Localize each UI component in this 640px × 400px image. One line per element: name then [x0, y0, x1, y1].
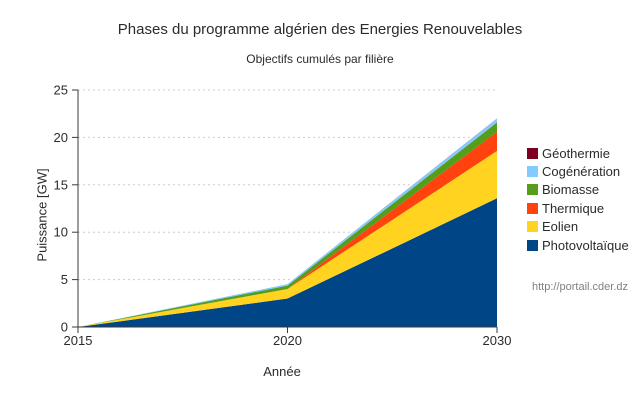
- y-tick-label: 0: [61, 320, 68, 335]
- area-series-Photovoltaïque: [78, 198, 497, 327]
- legend-item: Cogénération: [527, 162, 629, 180]
- legend-label: Thermique: [542, 200, 605, 216]
- legend-item: Eolien: [527, 218, 629, 236]
- x-tick-label: 2030: [483, 333, 512, 348]
- y-tick-label: 15: [54, 177, 68, 192]
- y-tick-label: 5: [61, 272, 68, 287]
- y-tick-label: 20: [54, 130, 68, 145]
- legend-label: Biomasse: [542, 182, 600, 198]
- legend-swatch-icon: [527, 221, 538, 233]
- legend: Géothermie Cogénération Biomasse Thermique E…: [527, 144, 629, 254]
- y-tick-label: 10: [54, 225, 68, 240]
- legend-label: Photovoltaïque: [542, 237, 629, 253]
- chart-title: Phases du programme algérien des Energie…: [117, 21, 523, 38]
- area-series-Cogénération: [78, 118, 497, 327]
- legend-item: Biomasse: [527, 181, 629, 199]
- legend-label: Cogénération: [542, 164, 621, 180]
- legend-label: Eolien: [542, 219, 579, 235]
- x-tick-label: 2020: [273, 333, 302, 348]
- legend-item: Thermique: [527, 199, 629, 217]
- legend-item: Photovoltaïque: [527, 236, 629, 254]
- area-series-Biomasse: [78, 122, 497, 327]
- area-series-Eolien: [78, 150, 497, 327]
- legend-swatch-icon: [527, 239, 538, 251]
- legend-item: Géothermie: [527, 144, 629, 162]
- chart-subtitle: Objectifs cumulés par filière: [246, 52, 394, 66]
- source-url: http://portail.cder.dz: [532, 281, 628, 293]
- x-axis-title: Année: [263, 364, 301, 379]
- legend-swatch-icon: [527, 184, 538, 196]
- legend-label: Géothermie: [542, 145, 610, 161]
- legend-swatch-icon: [527, 166, 538, 178]
- x-tick-label: 2015: [64, 333, 93, 348]
- legend-swatch-icon: [527, 202, 538, 214]
- legend-swatch-icon: [527, 147, 538, 159]
- y-tick-label: 25: [54, 83, 68, 98]
